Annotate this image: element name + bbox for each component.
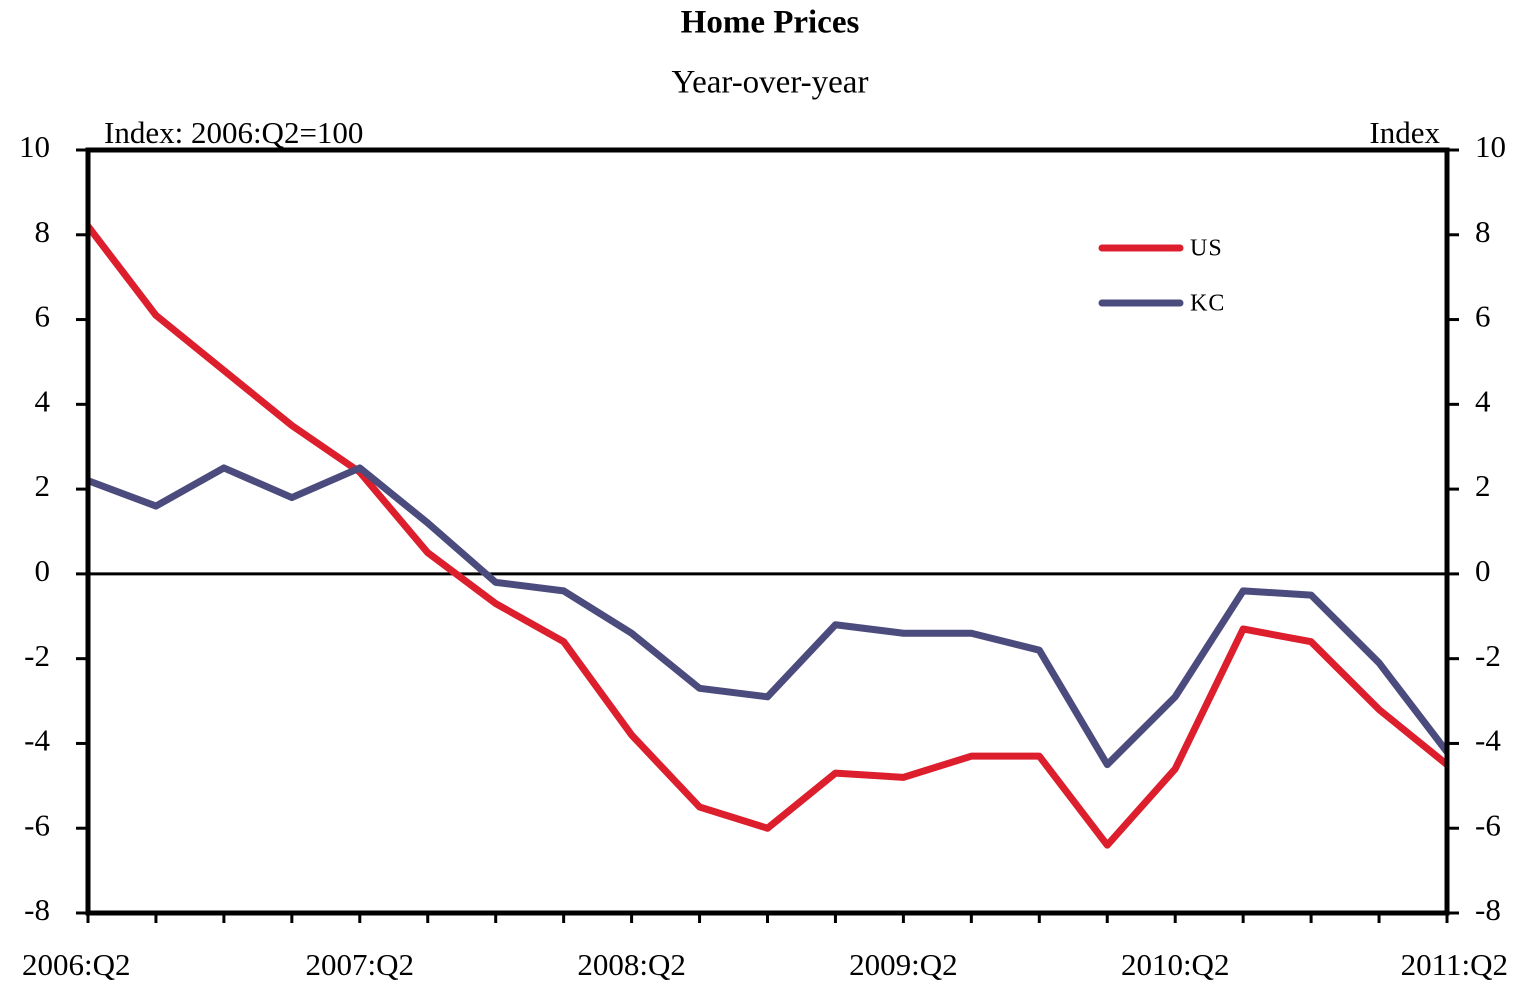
y-tick-label: -6 xyxy=(24,807,50,842)
x-tick-label: 2011:Q2 xyxy=(1401,947,1508,982)
chart-subtitle: Year-over-year xyxy=(672,65,869,101)
y-tick-label: -2 xyxy=(24,638,50,673)
y2-tick-label: 6 xyxy=(1475,299,1491,334)
y2-tick-label: -2 xyxy=(1475,638,1501,673)
x-tick-label: 2008:Q2 xyxy=(577,947,686,982)
series-line xyxy=(85,224,1450,849)
x-tick-label: 2006:Q2 xyxy=(22,947,131,982)
y2-tick-label: 8 xyxy=(1475,214,1491,249)
y2-tick-label: 10 xyxy=(1475,129,1506,164)
y2-axis-label: Index xyxy=(1369,115,1440,150)
y2-tick-label: 4 xyxy=(1475,383,1491,418)
chart-title: Home Prices xyxy=(681,5,860,41)
y-tick-label: 6 xyxy=(35,299,51,334)
y2-tick-label: -8 xyxy=(1475,892,1501,927)
legend-label: US xyxy=(1190,236,1223,262)
y-tick-label: -4 xyxy=(24,723,50,758)
y2-tick-label: 0 xyxy=(1475,553,1491,588)
y2-tick-label: -6 xyxy=(1475,807,1501,842)
series-line xyxy=(86,464,1450,769)
y-tick-label: 10 xyxy=(19,129,50,164)
y-axis-label: Index: 2006:Q2=100 xyxy=(104,115,363,150)
y2-tick-label: 2 xyxy=(1475,468,1491,503)
y-tick-label: -8 xyxy=(24,892,50,927)
y-tick-label: 8 xyxy=(35,214,51,249)
plot-frame xyxy=(85,147,1450,916)
y-tick-label: 2 xyxy=(35,468,51,503)
x-tick-label: 2010:Q2 xyxy=(1121,947,1230,982)
y-tick-label: 4 xyxy=(35,383,51,418)
x-tick-label: 2007:Q2 xyxy=(306,947,415,982)
x-tick-label: 2009:Q2 xyxy=(849,947,958,982)
legend-label: KC xyxy=(1190,291,1225,317)
y-tick-label: 0 xyxy=(35,553,51,588)
y2-tick-label: -4 xyxy=(1475,723,1501,758)
